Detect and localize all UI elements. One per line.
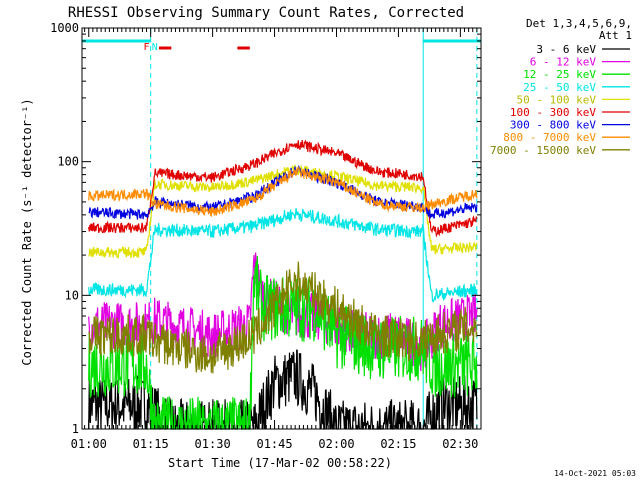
x-tick-label: 01:45 xyxy=(256,437,292,451)
series-line-8 xyxy=(88,261,478,374)
legend-label: 6 - 12 keV xyxy=(530,56,597,69)
plot-frame xyxy=(81,27,482,430)
series-line-5 xyxy=(88,139,478,238)
flag-label: N xyxy=(152,42,158,53)
legend-label: 50 - 100 keV xyxy=(517,93,597,106)
x-axis-label: Start Time (17-Mar-02 00:58:22) xyxy=(168,456,392,470)
legend-label: 25 - 50 keV xyxy=(523,81,596,94)
legend-label: 100 - 300 keV xyxy=(510,106,596,119)
legend-label: 800 - 7000 keV xyxy=(503,131,596,144)
chart-title: RHESSI Observing Summary Count Rates, Co… xyxy=(68,5,464,21)
flag-label: F xyxy=(144,42,150,53)
legend-label: 12 - 25 keV xyxy=(523,68,596,81)
x-tick-label: 02:15 xyxy=(380,437,416,451)
y-tick-label: 1 xyxy=(72,422,79,436)
x-tick-label: 02:00 xyxy=(318,437,354,451)
y-tick-label: 100 xyxy=(57,155,79,169)
series-line-4 xyxy=(88,164,478,260)
legend-label: 7000 - 15000 keV xyxy=(490,144,596,157)
y-tick-label: 10 xyxy=(65,288,79,302)
x-tick-label: 02:30 xyxy=(442,437,478,451)
axes: 1 10 100 1000 01:00 01:15 01:30 01:45 02:00 02:15… xyxy=(50,21,482,451)
legend-label: 3 - 6 keV xyxy=(536,43,596,56)
y-axis-label: Corrected Count Rate (s⁻¹ detector⁻¹) xyxy=(20,98,34,365)
legend-header-detectors: Det 1,3,4,5,6,9, xyxy=(526,17,632,30)
x-tick-label: 01:00 xyxy=(71,437,107,451)
x-tick-label: 01:15 xyxy=(133,437,169,451)
x-tick-label: 01:30 xyxy=(195,437,231,451)
legend-label: 300 - 800 keV xyxy=(510,119,596,132)
y-tick-label: 1000 xyxy=(50,21,79,35)
series-line-3 xyxy=(88,207,478,303)
series-line-7 xyxy=(88,165,478,218)
legend-header-attenuator: Att 1 xyxy=(599,29,632,42)
generation-timestamp: 14-Oct-2021 05:03 xyxy=(554,469,636,478)
